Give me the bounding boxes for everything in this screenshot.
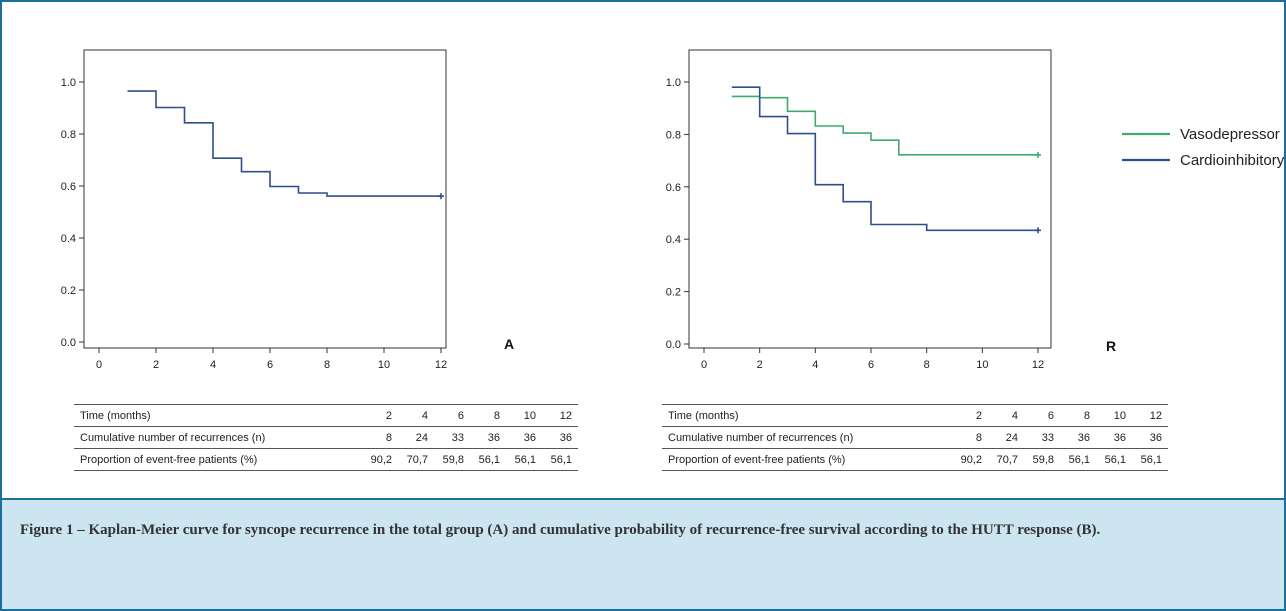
- plot-frame: [83, 49, 447, 349]
- table-cell: 36: [1060, 426, 1096, 449]
- table-cell: 36: [506, 426, 542, 449]
- y-tick-label: 0.2: [61, 285, 76, 297]
- y-tick-label: 0.4: [666, 234, 681, 246]
- y-tick-label: 1.0: [61, 77, 76, 89]
- table-cell: 56,1: [542, 448, 578, 471]
- table-cell: 8: [952, 426, 988, 449]
- x-tick-label: 0: [96, 359, 102, 371]
- table-cell: 36: [542, 426, 578, 449]
- figure-caption: Figure 1 – Kaplan-Meier curve for syncop…: [20, 522, 1101, 538]
- table-cell: Time (months): [662, 404, 952, 427]
- table-cell: 59,8: [434, 448, 470, 471]
- table-cell: 10: [1096, 404, 1132, 427]
- legend-label: Cardioinhibitory: [1180, 152, 1284, 169]
- table-cell: 59,8: [1024, 448, 1060, 471]
- x-tick-label: 2: [757, 359, 763, 371]
- table-cell: 8: [1060, 404, 1096, 427]
- panel-label: A: [504, 336, 514, 352]
- table-cell: 10: [506, 404, 542, 427]
- x-tick-label: 12: [435, 359, 447, 371]
- series-line: [731, 86, 1038, 232]
- x-tick-label: 6: [267, 359, 273, 371]
- table-row: Time (months) 2 4 6 8 10 12: [662, 404, 1168, 427]
- plot-frame: [688, 49, 1052, 349]
- table-row: Cumulative number of recurrences (n) 8 2…: [74, 426, 578, 449]
- legend-label: Vasodepressor: [1180, 126, 1280, 143]
- y-tick-label: 0.2: [666, 287, 681, 299]
- table-cell: 56,1: [506, 448, 542, 471]
- x-tick-label: 6: [868, 359, 874, 371]
- table-cell: 36: [1132, 426, 1168, 449]
- table-cell: 6: [434, 404, 470, 427]
- table-row: Proportion of event-free patients (%) 90…: [74, 448, 578, 471]
- y-tick-label: 0.8: [61, 129, 76, 141]
- table-cell: 12: [542, 404, 578, 427]
- table-cell: 90,2: [952, 448, 988, 471]
- table-cell: 70,7: [988, 448, 1024, 471]
- chart-a: 0.0 0.2 0.4 0.6 0.8 1.0 0 2 4 6 8 10 12 A: [61, 49, 514, 371]
- table-row: Time (months) 2 4 6 8 10 12: [74, 404, 578, 427]
- series-line: [127, 90, 441, 197]
- table-cell: Proportion of event-free patients (%): [662, 448, 952, 471]
- table-cell: 56,1: [1060, 448, 1096, 471]
- table-cell: 33: [1024, 426, 1060, 449]
- recurrence-table-b: Time (months) 2 4 6 8 10 12 Cumulative n…: [662, 404, 1168, 471]
- y-tick-label: 0.0: [61, 337, 76, 349]
- y-tick-label: 0.4: [61, 233, 76, 245]
- x-tick-label: 8: [324, 359, 330, 371]
- table-cell: Cumulative number of recurrences (n): [662, 426, 952, 449]
- table-cell: 2: [952, 404, 988, 427]
- x-tick-label: 8: [924, 359, 930, 371]
- table-cell: 6: [1024, 404, 1060, 427]
- table-cell: 90,2: [362, 448, 398, 471]
- table-cell: 36: [470, 426, 506, 449]
- table-row: Proportion of event-free patients (%) 90…: [662, 448, 1168, 471]
- table-cell: 56,1: [1132, 448, 1168, 471]
- table-cell: 4: [988, 404, 1024, 427]
- y-tick-label: 0.6: [666, 182, 681, 194]
- series-line: [731, 95, 1038, 156]
- table-cell: Time (months): [74, 404, 362, 427]
- table-cell: Cumulative number of recurrences (n): [74, 426, 362, 449]
- x-tick-label: 4: [210, 359, 216, 371]
- table-cell: 24: [988, 426, 1024, 449]
- x-tick-label: 12: [1032, 359, 1044, 371]
- table-cell: 8: [470, 404, 506, 427]
- table-cell: 12: [1132, 404, 1168, 427]
- table-cell: 24: [398, 426, 434, 449]
- chart-b: 0.0 0.2 0.4 0.6 0.8 1.0 0 2 4 6 8 10 12 R Vasodepresso…: [666, 49, 1284, 371]
- table-cell: 8: [362, 426, 398, 449]
- x-tick-label: 10: [378, 359, 390, 371]
- x-tick-label: 10: [976, 359, 988, 371]
- table-cell: 56,1: [470, 448, 506, 471]
- y-tick-label: 0.0: [666, 339, 681, 351]
- table-cell: 4: [398, 404, 434, 427]
- table-cell: 33: [434, 426, 470, 449]
- caption-box: Figure 1 – Kaplan-Meier curve for syncop…: [2, 498, 1284, 609]
- x-tick-label: 0: [701, 359, 707, 371]
- table-cell: 2: [362, 404, 398, 427]
- y-tick-label: 1.0: [666, 77, 681, 89]
- recurrence-table-a: Time (months) 2 4 6 8 10 12 Cumulative n…: [74, 404, 578, 471]
- y-tick-label: 0.6: [61, 181, 76, 193]
- table-cell: 70,7: [398, 448, 434, 471]
- panel-label: R: [1106, 338, 1116, 354]
- y-tick-label: 0.8: [666, 129, 681, 141]
- x-tick-label: 2: [153, 359, 159, 371]
- x-tick-label: 4: [812, 359, 818, 371]
- table-row: Cumulative number of recurrences (n) 8 2…: [662, 426, 1168, 449]
- table-cell: Proportion of event-free patients (%): [74, 448, 362, 471]
- table-cell: 56,1: [1096, 448, 1132, 471]
- table-cell: 36: [1096, 426, 1132, 449]
